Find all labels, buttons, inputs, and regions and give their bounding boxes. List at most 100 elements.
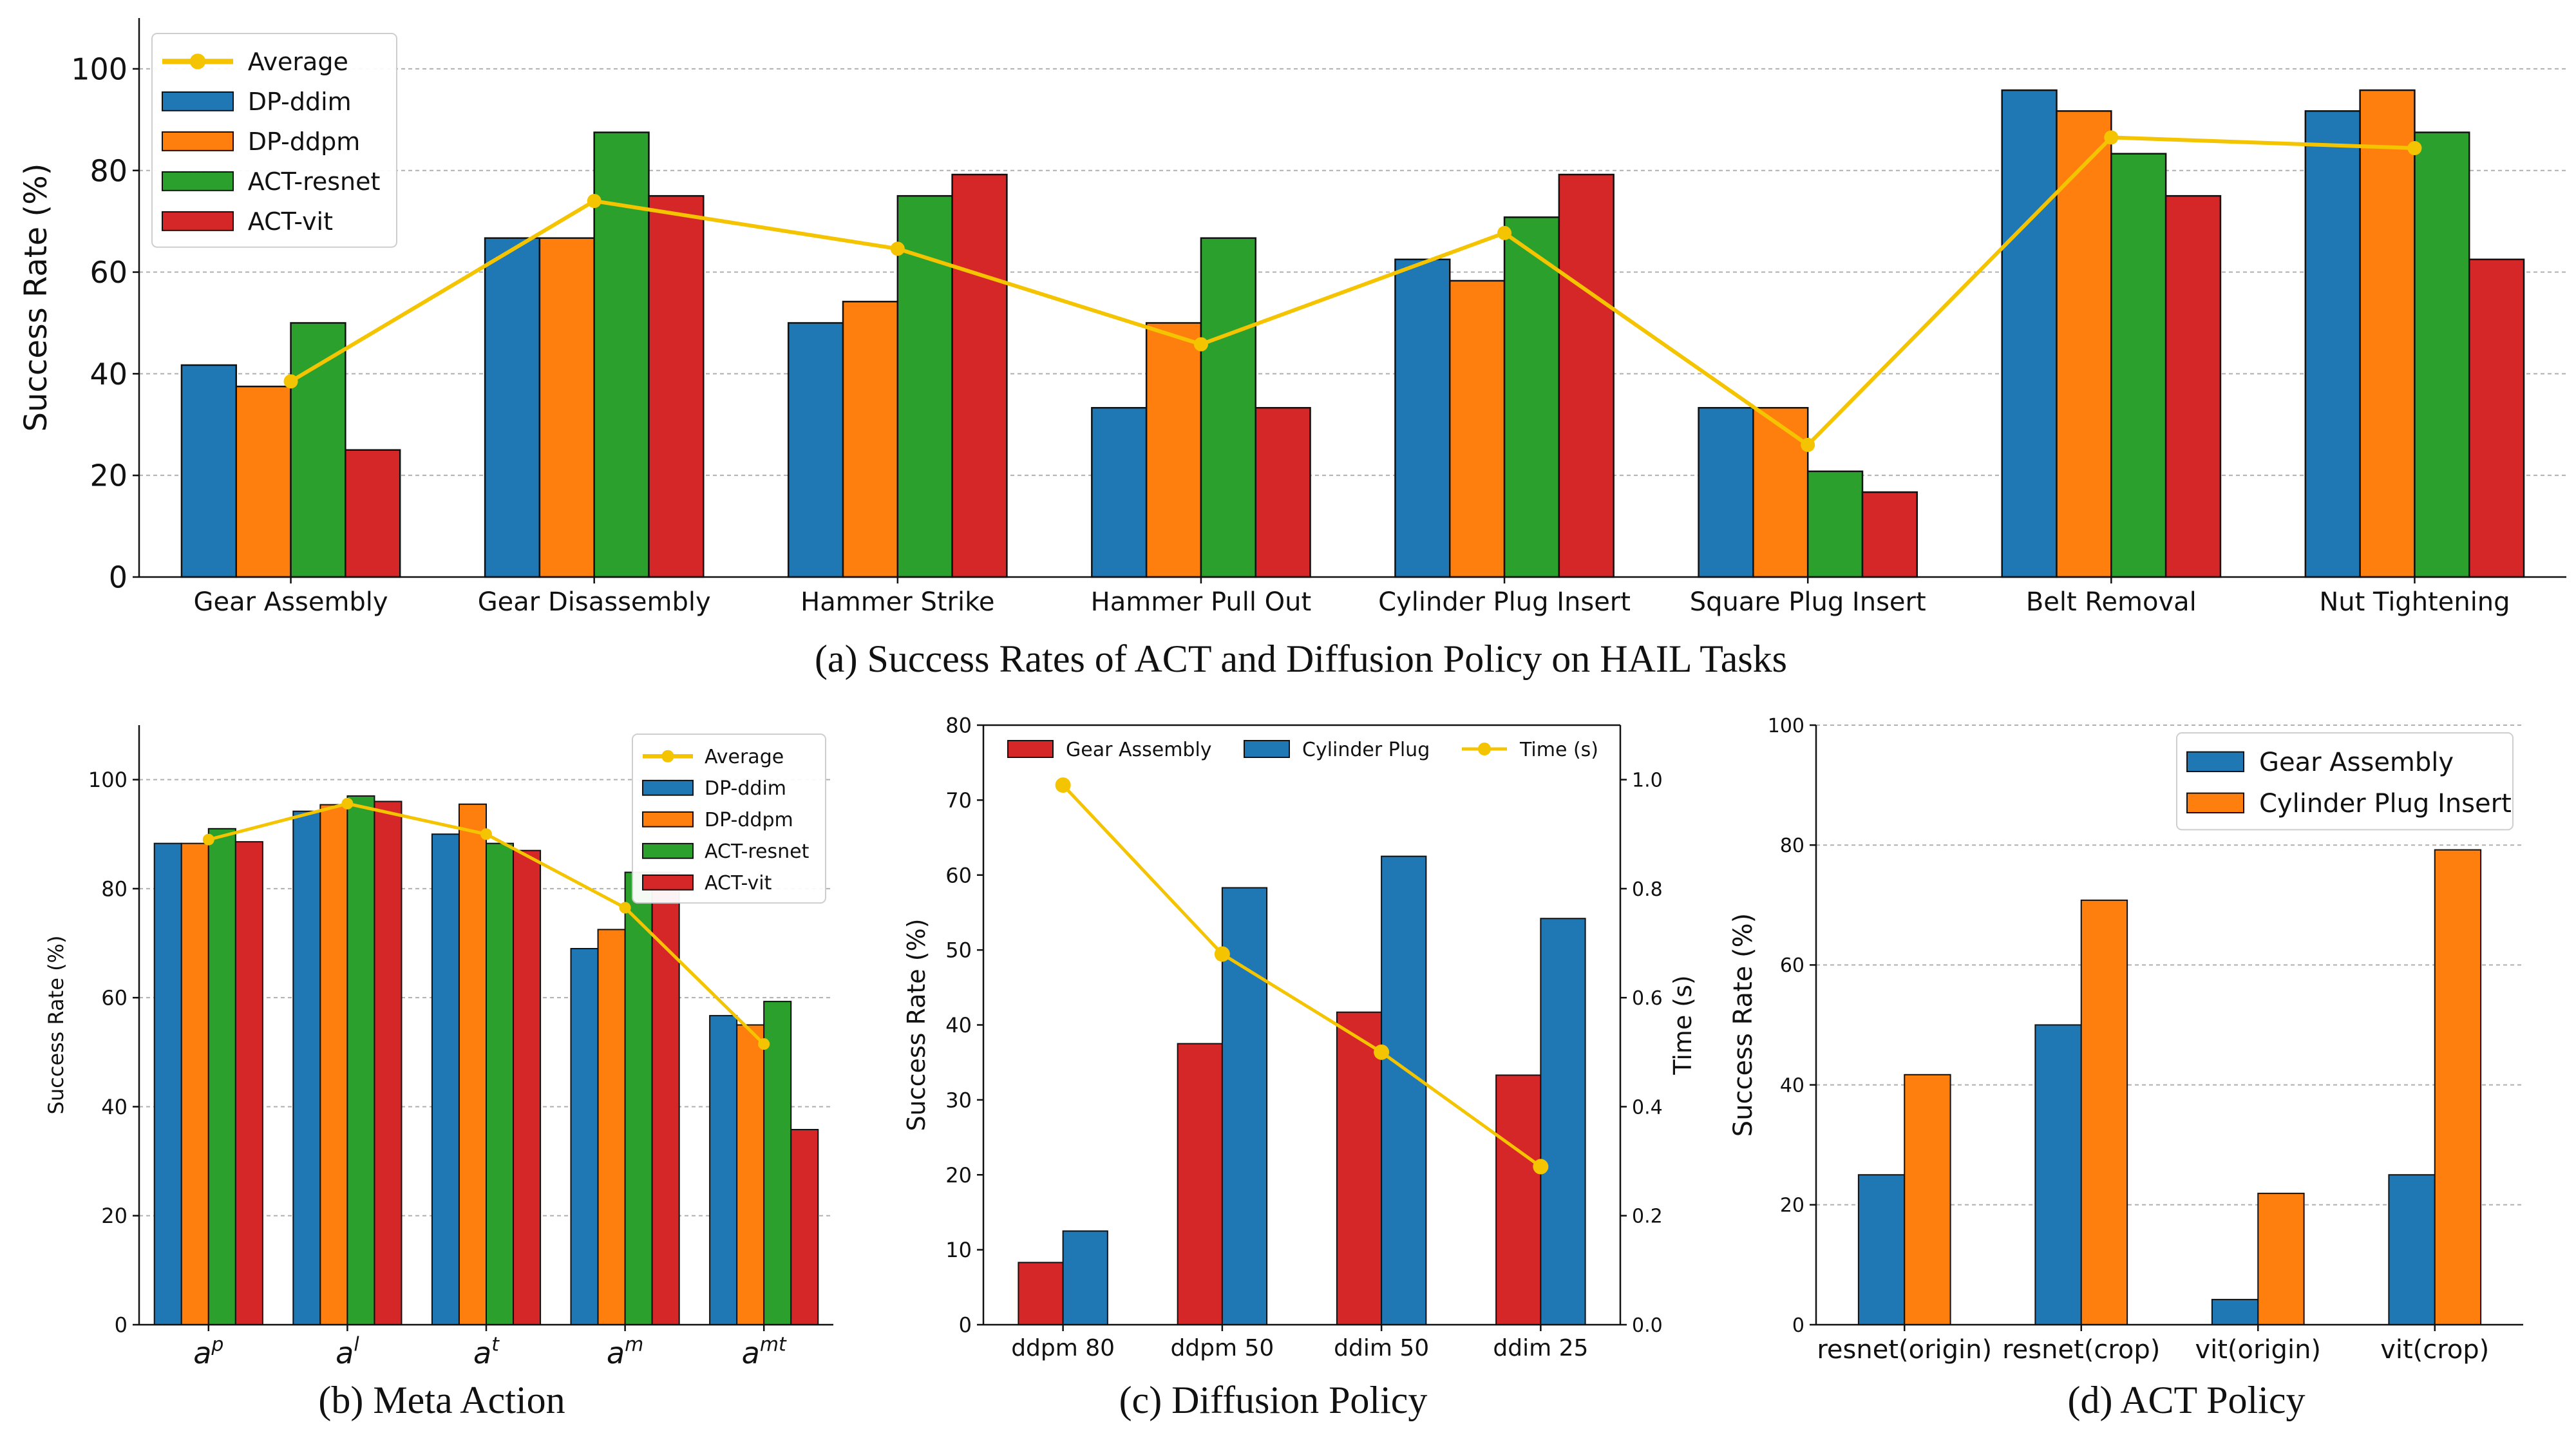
x-tick-label: ddpm 50: [1170, 1335, 1274, 1361]
y2-tick-label: 0.0: [1632, 1314, 1663, 1337]
legend-swatch-cylinder-plug: [1244, 740, 1290, 758]
bar-act-resnet-2: [486, 842, 515, 1325]
legend-marker-time-s: [1478, 743, 1491, 755]
bar-act-vit-1: [374, 800, 402, 1326]
bar-act-vit-0: [345, 449, 401, 578]
time-point-2: [1374, 1044, 1390, 1060]
y-tick-label: 10: [945, 1238, 972, 1262]
bar-gear-assembly-2: [1336, 1011, 1383, 1326]
average-point-6: [2104, 130, 2119, 145]
bar-dp-ddpm-1: [538, 237, 595, 578]
bar-act-vit-4: [1558, 173, 1615, 578]
bar-dp-ddim-3: [570, 948, 599, 1325]
y-tick-label: 20: [1780, 1195, 1804, 1217]
bar-dp-ddpm-5: [1752, 406, 1809, 578]
average-point-4: [758, 1038, 770, 1050]
y-tick-label: 40: [90, 357, 128, 392]
average-line: [290, 135, 2415, 448]
legend-swatch-dp-ddim: [642, 779, 694, 796]
bar-dp-ddpm-2: [458, 803, 488, 1326]
bar-gear-assembly-1: [2034, 1024, 2082, 1325]
average-point-0: [283, 374, 298, 389]
y-tick-label: 70: [945, 788, 972, 813]
legend-label-time-s: Time (s): [1519, 739, 1598, 761]
bar-act-resnet-2: [896, 194, 953, 578]
y-tick-label: 50: [945, 938, 972, 963]
chart-d-act-policy: 0 20 40 60 80 100 resnet(origin) resnet(crop) vi…: [1728, 715, 2523, 1421]
chart-a-success-rates-hail: 0 20 40 60 80 100 Gear Assembly Gear Disassembl…: [18, 18, 2566, 680]
average-point-2: [480, 828, 492, 840]
legend-label-dp-ddpm: DP-ddpm: [248, 128, 360, 156]
chart-caption: (a) Success Rates of ACT and Diffusion P…: [815, 638, 1787, 680]
bar-dp-ddpm-6: [2056, 110, 2112, 578]
bar-act-vit-1: [648, 194, 705, 578]
bar-dp-ddim-5: [1698, 406, 1754, 578]
bar-dp-ddim-2: [431, 833, 460, 1325]
x-tick-label: Square Plug Insert: [1690, 587, 1926, 617]
y-tick-label: 100: [1768, 715, 1804, 737]
x-tick-label: Cylinder Plug Insert: [1378, 587, 1631, 617]
bar-dp-ddpm-1: [319, 804, 348, 1325]
bar-act-vit-2: [951, 173, 1008, 578]
legend-box: [632, 734, 826, 904]
bar-gear-assembly-0: [1857, 1174, 1906, 1325]
legend-label-dp-ddim: DP-ddim: [248, 88, 352, 116]
y-tick-label: 40: [1780, 1074, 1804, 1097]
legend-swatch-dp-ddpm: [642, 811, 694, 828]
legend-box: [151, 33, 397, 248]
bar-dp-ddpm-4: [1449, 279, 1506, 578]
legend-swatch-act-resnet: [162, 171, 234, 191]
y-axis-label: Success Rate (%): [44, 936, 68, 1115]
average-point-1: [587, 194, 601, 209]
x-tick-label: resnet(crop): [2002, 1335, 2160, 1365]
legend-swatch-dp-ddpm: [162, 131, 234, 151]
average-point-1: [341, 797, 354, 810]
legend-label-dp-ddpm: DP-ddpm: [705, 809, 793, 831]
bar-cylinder-plug-insert-2: [2257, 1193, 2305, 1325]
time-point-1: [1214, 946, 1230, 962]
x-tick-label: vit(crop): [2380, 1335, 2489, 1365]
bar-dp-ddim-3: [1091, 406, 1148, 578]
y-axis-label: Success Rate (%): [1728, 913, 1758, 1137]
y-tick-label: 60: [90, 255, 128, 290]
y-tick-label: 60: [101, 986, 128, 1010]
y2-tick-label: 0.8: [1632, 878, 1663, 901]
bar-dp-ddpm-0: [180, 842, 209, 1325]
bar-dp-ddim-0: [153, 842, 182, 1325]
y-tick-label: 100: [71, 52, 128, 86]
x-tick-label: ap: [193, 1334, 223, 1370]
y2-tick-label: 1.0: [1632, 770, 1663, 792]
bar-dp-ddim-1: [484, 237, 541, 578]
bar-act-resnet-3: [1200, 237, 1256, 578]
x-tick-label: Hammer Pull Out: [1091, 587, 1312, 617]
bar-act-resnet-5: [1806, 470, 1864, 578]
y-tick-label: 40: [101, 1095, 128, 1119]
legend-label-average: Average: [705, 746, 784, 768]
legend-label-average: Average: [248, 48, 348, 76]
average-point-2: [890, 242, 905, 256]
bar-cylinder-plug-3: [1540, 918, 1586, 1326]
bar-dp-ddim-4: [709, 1015, 738, 1325]
bar-cylinder-plug-2: [1381, 855, 1427, 1325]
legend-label-gear-assembly: Gear Assembly: [2259, 748, 2454, 777]
average-point-7: [2407, 141, 2422, 156]
legend-swatch-gear-assembly: [1007, 740, 1054, 758]
x-tick-label: al: [336, 1334, 359, 1370]
x-tick-label: ddim 25: [1493, 1335, 1588, 1361]
bar-act-resnet-4: [763, 1001, 792, 1325]
x-tick-label: am: [607, 1334, 643, 1370]
x-tick-label: ddpm 80: [1011, 1335, 1115, 1361]
average-point-5: [1801, 437, 1815, 452]
y-tick-label: 80: [90, 153, 128, 188]
bar-dp-ddpm-3: [597, 929, 626, 1325]
average-point-3: [619, 902, 631, 914]
bar-dp-ddpm-3: [1145, 322, 1202, 578]
legend-swatch-dp-ddim: [162, 91, 234, 111]
average-point-3: [1193, 337, 1208, 352]
legend-label-act-vit: ACT-vit: [248, 207, 333, 236]
chart-caption: (c) Diffusion Policy: [1119, 1379, 1428, 1421]
y-tick-label: 0: [959, 1313, 972, 1338]
bar-act-resnet-6: [2110, 153, 2167, 578]
legend-swatch-cylinder-plug-insert: [2186, 792, 2244, 813]
